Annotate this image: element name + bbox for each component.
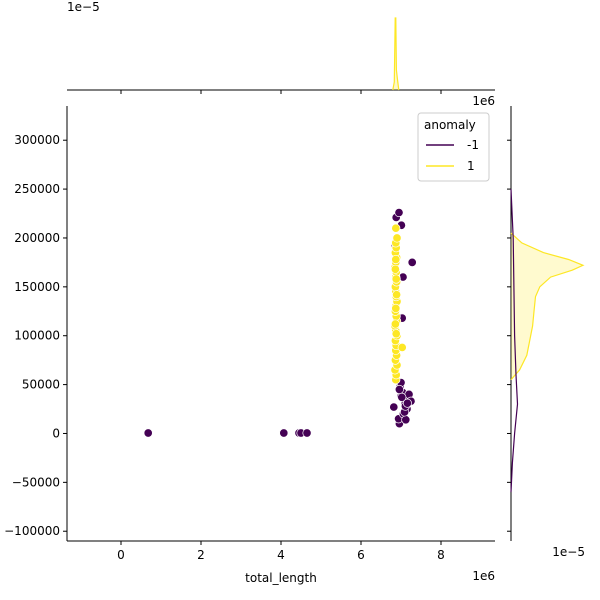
- scatter-point: [394, 208, 404, 218]
- legend: anomaly -1 1: [417, 112, 490, 182]
- top-marginal-kde: [392, 17, 400, 91]
- right-marginal-kde-fill: [511, 233, 583, 380]
- y-tick-label: −50000: [12, 475, 60, 489]
- scatter-point: [392, 290, 402, 300]
- legend-label: 1: [467, 159, 475, 173]
- x-tick-label: 2: [197, 548, 205, 562]
- scatter-point: [402, 398, 412, 408]
- scatter-point: [391, 223, 401, 233]
- x-axis-label: total_length: [245, 571, 317, 585]
- scatter-point: [143, 428, 153, 438]
- scatter-points: [143, 208, 417, 438]
- legend-box: [417, 112, 490, 182]
- scatter-point: [401, 415, 411, 425]
- top-marginal-offset-label: 1e−5: [67, 0, 100, 14]
- legend-label: -1: [467, 138, 479, 152]
- y-tick-label: 150000: [14, 280, 60, 294]
- scatter-point: [397, 342, 407, 352]
- right-marginal-kde: [510, 232, 585, 381]
- scatter-point: [397, 392, 407, 402]
- y-tick-label: 300000: [14, 133, 60, 147]
- scatter-point: [389, 402, 399, 412]
- right-marginal-kde: [510, 189, 519, 493]
- y-tick-label: 200000: [14, 231, 60, 245]
- y-tick-label: 250000: [14, 182, 60, 196]
- scatter-point: [390, 319, 400, 329]
- top-marginal-plot: [67, 17, 495, 94]
- right-marginal-plot: [507, 106, 585, 541]
- x-tick-label: 0: [117, 548, 125, 562]
- x-offset-label: 1e6: [472, 569, 495, 583]
- x-tick-label: 6: [357, 548, 365, 562]
- scatter-point: [394, 384, 404, 395]
- scatter-point: [407, 257, 417, 267]
- scatter-point: [391, 329, 401, 339]
- x-tick-label: 4: [277, 548, 285, 562]
- scatter-point: [390, 264, 400, 274]
- scatter-point: [391, 274, 401, 284]
- right-marginal-offset-label: 1e−5: [552, 545, 585, 559]
- scatter-point: [391, 254, 401, 265]
- x-tick-label: 8: [437, 548, 445, 562]
- main-axes: 0 2 4 6 8 −100000 −50000 0 50000 100000 150000 2000…: [4, 106, 495, 562]
- y-tick-label: 0: [52, 426, 60, 440]
- legend-title: anomaly: [424, 118, 476, 132]
- y-tick-label: 50000: [22, 378, 60, 392]
- y-tick-label: 100000: [14, 329, 60, 343]
- y-tick-label: −100000: [4, 524, 60, 538]
- scatter-point: [392, 233, 402, 243]
- scatter-point: [302, 428, 312, 438]
- main-top-offset-label: 1e6: [472, 94, 495, 108]
- scatter-point: [279, 428, 289, 438]
- scatter-point: [391, 303, 401, 313]
